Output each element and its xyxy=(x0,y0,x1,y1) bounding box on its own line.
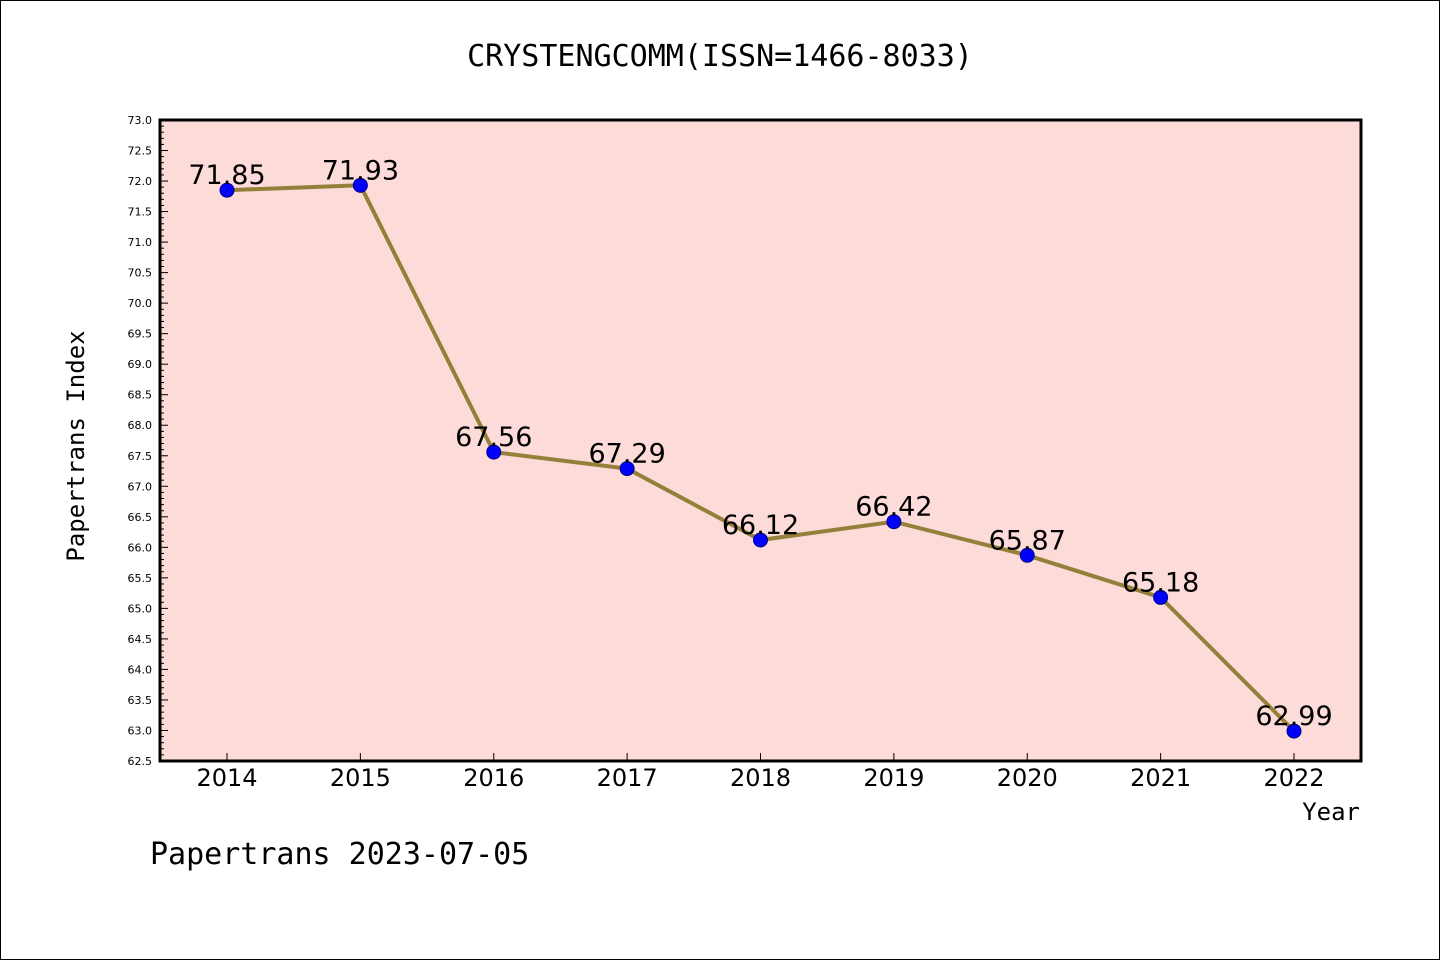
y-tick-label: 66.0 xyxy=(128,541,153,554)
x-tick-label: 2020 xyxy=(997,764,1058,792)
data-label: 66.42 xyxy=(855,492,932,523)
x-axis: 2014 2015 2016 2017 2018 2019 2020 2021 2022 xyxy=(196,753,1325,792)
y-tick-label: 64.0 xyxy=(128,663,153,676)
data-label: 65.18 xyxy=(1122,567,1199,598)
data-point xyxy=(1019,547,1035,563)
y-tick-label: 71.5 xyxy=(128,206,153,219)
y-tick-label: 63.5 xyxy=(128,694,153,707)
data-point xyxy=(619,461,635,477)
footer-date: Papertrans 2023-07-05 xyxy=(150,837,529,872)
data-point xyxy=(886,514,902,530)
y-tick-label: 73.0 xyxy=(128,114,153,127)
x-tick-label: 2014 xyxy=(196,764,257,792)
data-label: 62.99 xyxy=(1255,701,1332,732)
data-point xyxy=(753,532,768,548)
y-tick-label: 71.0 xyxy=(128,236,153,249)
data-label: 67.29 xyxy=(588,439,665,470)
x-tick-label: 2016 xyxy=(463,764,524,792)
y-tick-label: 69.5 xyxy=(128,328,153,341)
chart-title: CRYSTENGCOMM(ISSN=1466-8033) xyxy=(467,39,973,74)
y-axis-label: Papertrans Index xyxy=(62,330,90,561)
data-point xyxy=(352,177,368,193)
y-tick-label: 72.5 xyxy=(128,145,153,158)
data-point xyxy=(1153,589,1169,605)
y-tick-label: 64.5 xyxy=(128,633,153,646)
y-tick-label: 66.5 xyxy=(128,511,153,524)
y-tick-label: 72.0 xyxy=(128,175,153,188)
y-tick-label: 68.5 xyxy=(128,389,153,402)
x-axis-label: Year xyxy=(1302,798,1360,826)
x-tick-label: 2022 xyxy=(1263,764,1324,792)
series-layer: 71.85 71.93 67.56 67.29 66.12 66.42 65.87 65.18… xyxy=(188,155,1333,739)
data-point xyxy=(1286,723,1302,739)
y-tick-label: 65.0 xyxy=(128,602,153,615)
y-tick-label: 70.0 xyxy=(128,297,153,310)
y-tick-label: 63.0 xyxy=(128,724,153,737)
data-label: 66.12 xyxy=(722,510,799,541)
y-tick-label: 69.0 xyxy=(128,358,153,371)
data-point xyxy=(486,444,502,460)
y-tick-label: 62.5 xyxy=(128,755,153,768)
y-tick-label: 65.5 xyxy=(128,572,153,585)
data-label: 67.56 xyxy=(455,422,532,453)
x-tick-label: 2017 xyxy=(597,764,658,792)
x-tick-label: 2015 xyxy=(330,764,391,792)
y-tick-label: 67.0 xyxy=(128,480,153,493)
data-point xyxy=(219,182,235,198)
y-tick-label: 70.5 xyxy=(128,267,153,280)
x-tick-label: 2018 xyxy=(730,764,791,792)
y-tick-label: 67.5 xyxy=(128,450,153,463)
x-tick-label: 2021 xyxy=(1130,764,1191,792)
y-axis: 62.5 63.0 63.5 64.0 64.5 65.0 65.5 66.0 66.5 67.0… xyxy=(128,114,168,768)
data-label: 71.85 xyxy=(188,160,265,191)
y-tick-label: 68.0 xyxy=(128,419,153,432)
plot-area xyxy=(158,118,1363,763)
x-tick-label: 2019 xyxy=(863,764,924,792)
data-label: 71.93 xyxy=(322,155,399,186)
data-label: 65.87 xyxy=(989,525,1066,556)
